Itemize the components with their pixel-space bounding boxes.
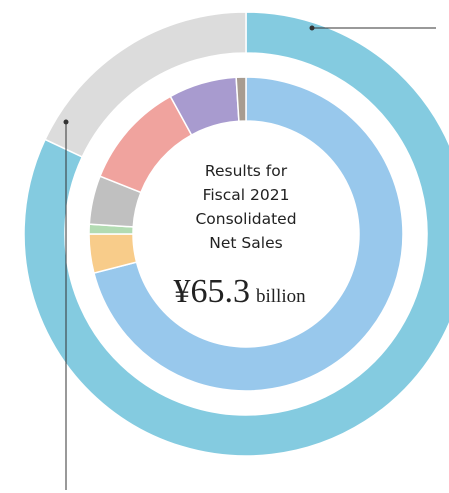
leader-dot [63, 119, 69, 125]
center-value: ¥65.3 [174, 273, 251, 310]
center-unit: billion [256, 286, 306, 307]
rings [23, 11, 449, 457]
center-title: Fiscal 2021 [203, 186, 290, 204]
donut-segment [93, 76, 404, 392]
center-title: Consolidated [195, 210, 296, 228]
donut-segment [44, 11, 247, 158]
center-title: Net Sales [209, 234, 282, 252]
donut-segment [23, 11, 449, 457]
donut-segment [235, 76, 247, 123]
leader-dot [309, 25, 315, 31]
center-title: Results for [205, 162, 288, 180]
